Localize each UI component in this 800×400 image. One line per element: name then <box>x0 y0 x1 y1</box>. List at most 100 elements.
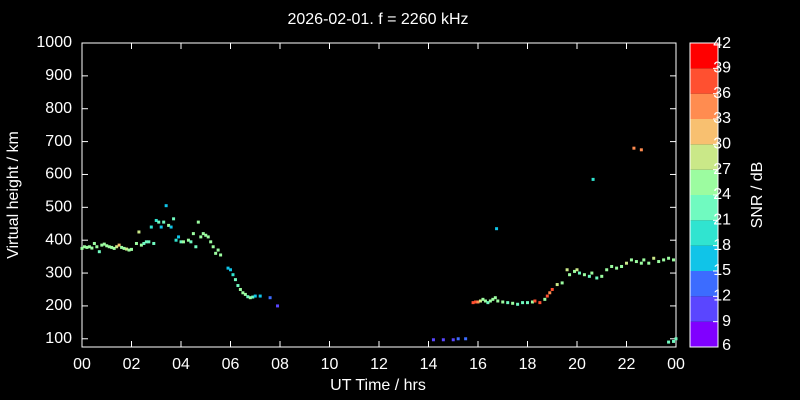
data-point <box>474 300 478 304</box>
data-point <box>538 301 542 305</box>
data-point <box>214 251 218 255</box>
data-point <box>82 245 86 249</box>
data-point <box>647 261 651 265</box>
data-point <box>521 301 525 305</box>
data-point <box>186 238 190 242</box>
data-point <box>115 245 119 249</box>
data-point <box>139 243 143 247</box>
data-point <box>149 225 153 229</box>
data-point <box>573 269 577 273</box>
data-point <box>152 241 156 245</box>
data-point <box>204 233 208 237</box>
x-tick-label: 20 <box>568 356 586 373</box>
data-point <box>657 260 661 264</box>
data-point <box>147 240 151 244</box>
data-point <box>219 253 223 257</box>
data-point <box>672 339 676 343</box>
data-point <box>481 297 485 301</box>
data-point <box>662 258 666 262</box>
data-point <box>495 227 499 231</box>
data-point <box>600 274 604 278</box>
data-point <box>110 245 114 249</box>
data-point <box>491 297 495 301</box>
colorbar-tick-label: 15 <box>713 262 731 279</box>
data-point <box>674 337 678 341</box>
x-tick-label: 00 <box>667 356 685 373</box>
data-point <box>107 245 111 249</box>
y-tick-label: 900 <box>45 67 72 84</box>
data-point <box>157 220 161 224</box>
data-point <box>172 217 176 221</box>
data-point <box>102 242 106 246</box>
chart-title: 2026-02-01. f = 2260 kHz <box>287 11 468 28</box>
data-point <box>496 299 500 303</box>
x-tick-label: 04 <box>172 356 190 373</box>
data-point <box>629 258 633 262</box>
colorbar-band <box>690 245 718 271</box>
colorbar-tick-label: 27 <box>713 161 731 178</box>
colorbar-band <box>690 271 718 297</box>
data-point <box>97 250 101 254</box>
data-point <box>231 273 235 277</box>
data-point <box>590 271 594 275</box>
data-point <box>209 240 213 244</box>
colorbar-band <box>690 195 718 221</box>
data-point <box>478 299 482 303</box>
data-point <box>90 246 94 250</box>
data-point <box>258 294 262 298</box>
data-point <box>550 287 554 291</box>
colorbar-tick-label: 24 <box>713 186 731 203</box>
data-point <box>229 268 232 272</box>
data-point <box>501 300 505 304</box>
data-point <box>451 338 455 342</box>
data-point <box>181 240 185 244</box>
data-point <box>615 266 619 270</box>
x-tick-label: 08 <box>271 356 289 373</box>
data-point <box>533 299 537 303</box>
data-point <box>560 281 564 285</box>
y-tick-label: 300 <box>45 264 72 281</box>
colorbar-tick-label: 18 <box>713 237 731 254</box>
data-point <box>226 266 230 270</box>
colorbar-tick-label: 39 <box>713 60 731 77</box>
data-point <box>476 300 480 304</box>
data-point <box>511 301 515 305</box>
data-point <box>246 295 250 299</box>
data-point <box>92 241 96 245</box>
data-point <box>568 273 572 277</box>
data-point <box>441 338 445 342</box>
data-point <box>194 245 198 249</box>
data-point <box>134 241 138 245</box>
colorbar-band <box>690 296 718 322</box>
y-tick-label: 800 <box>45 100 72 117</box>
data-point <box>605 268 609 272</box>
x-tick-label: 00 <box>73 356 91 373</box>
colorbar-tick-label: 6 <box>722 337 731 354</box>
data-point <box>555 283 559 287</box>
data-point <box>610 264 614 268</box>
colorbar-tick-label: 33 <box>713 110 731 127</box>
data-point <box>582 273 586 277</box>
data-point <box>652 256 656 260</box>
data-point <box>191 232 195 236</box>
x-tick-label: 14 <box>420 356 438 373</box>
data-point <box>642 258 646 262</box>
data-point <box>639 148 643 152</box>
x-tick-label: 16 <box>469 356 487 373</box>
data-point <box>105 244 109 248</box>
data-point <box>238 287 242 291</box>
data-point <box>620 264 624 268</box>
data-point <box>587 274 591 278</box>
colorbar-band <box>690 169 718 195</box>
colorbar-tick-label: 12 <box>713 288 731 305</box>
colorbar-band <box>690 220 718 246</box>
data-point <box>251 295 255 299</box>
data-point <box>530 300 534 304</box>
data-point <box>174 238 178 242</box>
data-point <box>591 177 595 181</box>
data-point <box>634 260 638 264</box>
data-point <box>233 278 237 282</box>
data-point <box>95 245 99 249</box>
data-point <box>142 241 146 245</box>
